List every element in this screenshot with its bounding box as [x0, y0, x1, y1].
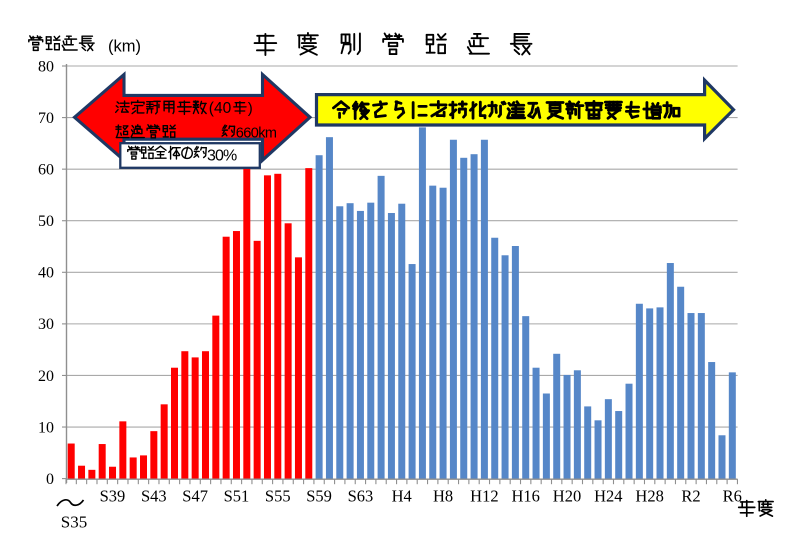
svg-text:660km: 660km	[236, 126, 277, 142]
svg-text:R2: R2	[681, 487, 700, 506]
svg-text:50: 50	[38, 213, 54, 230]
svg-text:40: 40	[38, 265, 54, 282]
svg-text:H16: H16	[511, 487, 539, 506]
svg-text:60: 60	[38, 161, 54, 178]
svg-text:H12: H12	[470, 487, 498, 506]
svg-text:80: 80	[38, 58, 54, 75]
svg-text:S39: S39	[100, 487, 126, 506]
svg-text:S51: S51	[224, 487, 250, 506]
svg-text:(km): (km)	[108, 38, 141, 56]
svg-text:H20: H20	[553, 487, 581, 506]
svg-text:R6: R6	[723, 487, 742, 506]
svg-text:20: 20	[38, 368, 54, 385]
svg-text:): )	[248, 100, 253, 117]
svg-text:10: 10	[38, 419, 54, 436]
svg-text:70: 70	[38, 110, 54, 127]
svg-text:S47: S47	[182, 487, 208, 506]
svg-text:S55: S55	[265, 487, 291, 506]
svg-text:S59: S59	[306, 487, 332, 506]
svg-text:30: 30	[38, 316, 54, 333]
svg-text:30%: 30%	[207, 148, 237, 165]
svg-text:S43: S43	[141, 487, 167, 506]
svg-text:H8: H8	[433, 487, 453, 506]
svg-text:0: 0	[46, 471, 54, 488]
svg-text:H4: H4	[392, 487, 412, 506]
svg-text:H28: H28	[635, 487, 663, 506]
svg-text:H24: H24	[594, 487, 622, 506]
svg-text:S35: S35	[61, 513, 87, 532]
svg-text:S63: S63	[348, 487, 374, 506]
svg-text:(40: (40	[209, 100, 232, 117]
